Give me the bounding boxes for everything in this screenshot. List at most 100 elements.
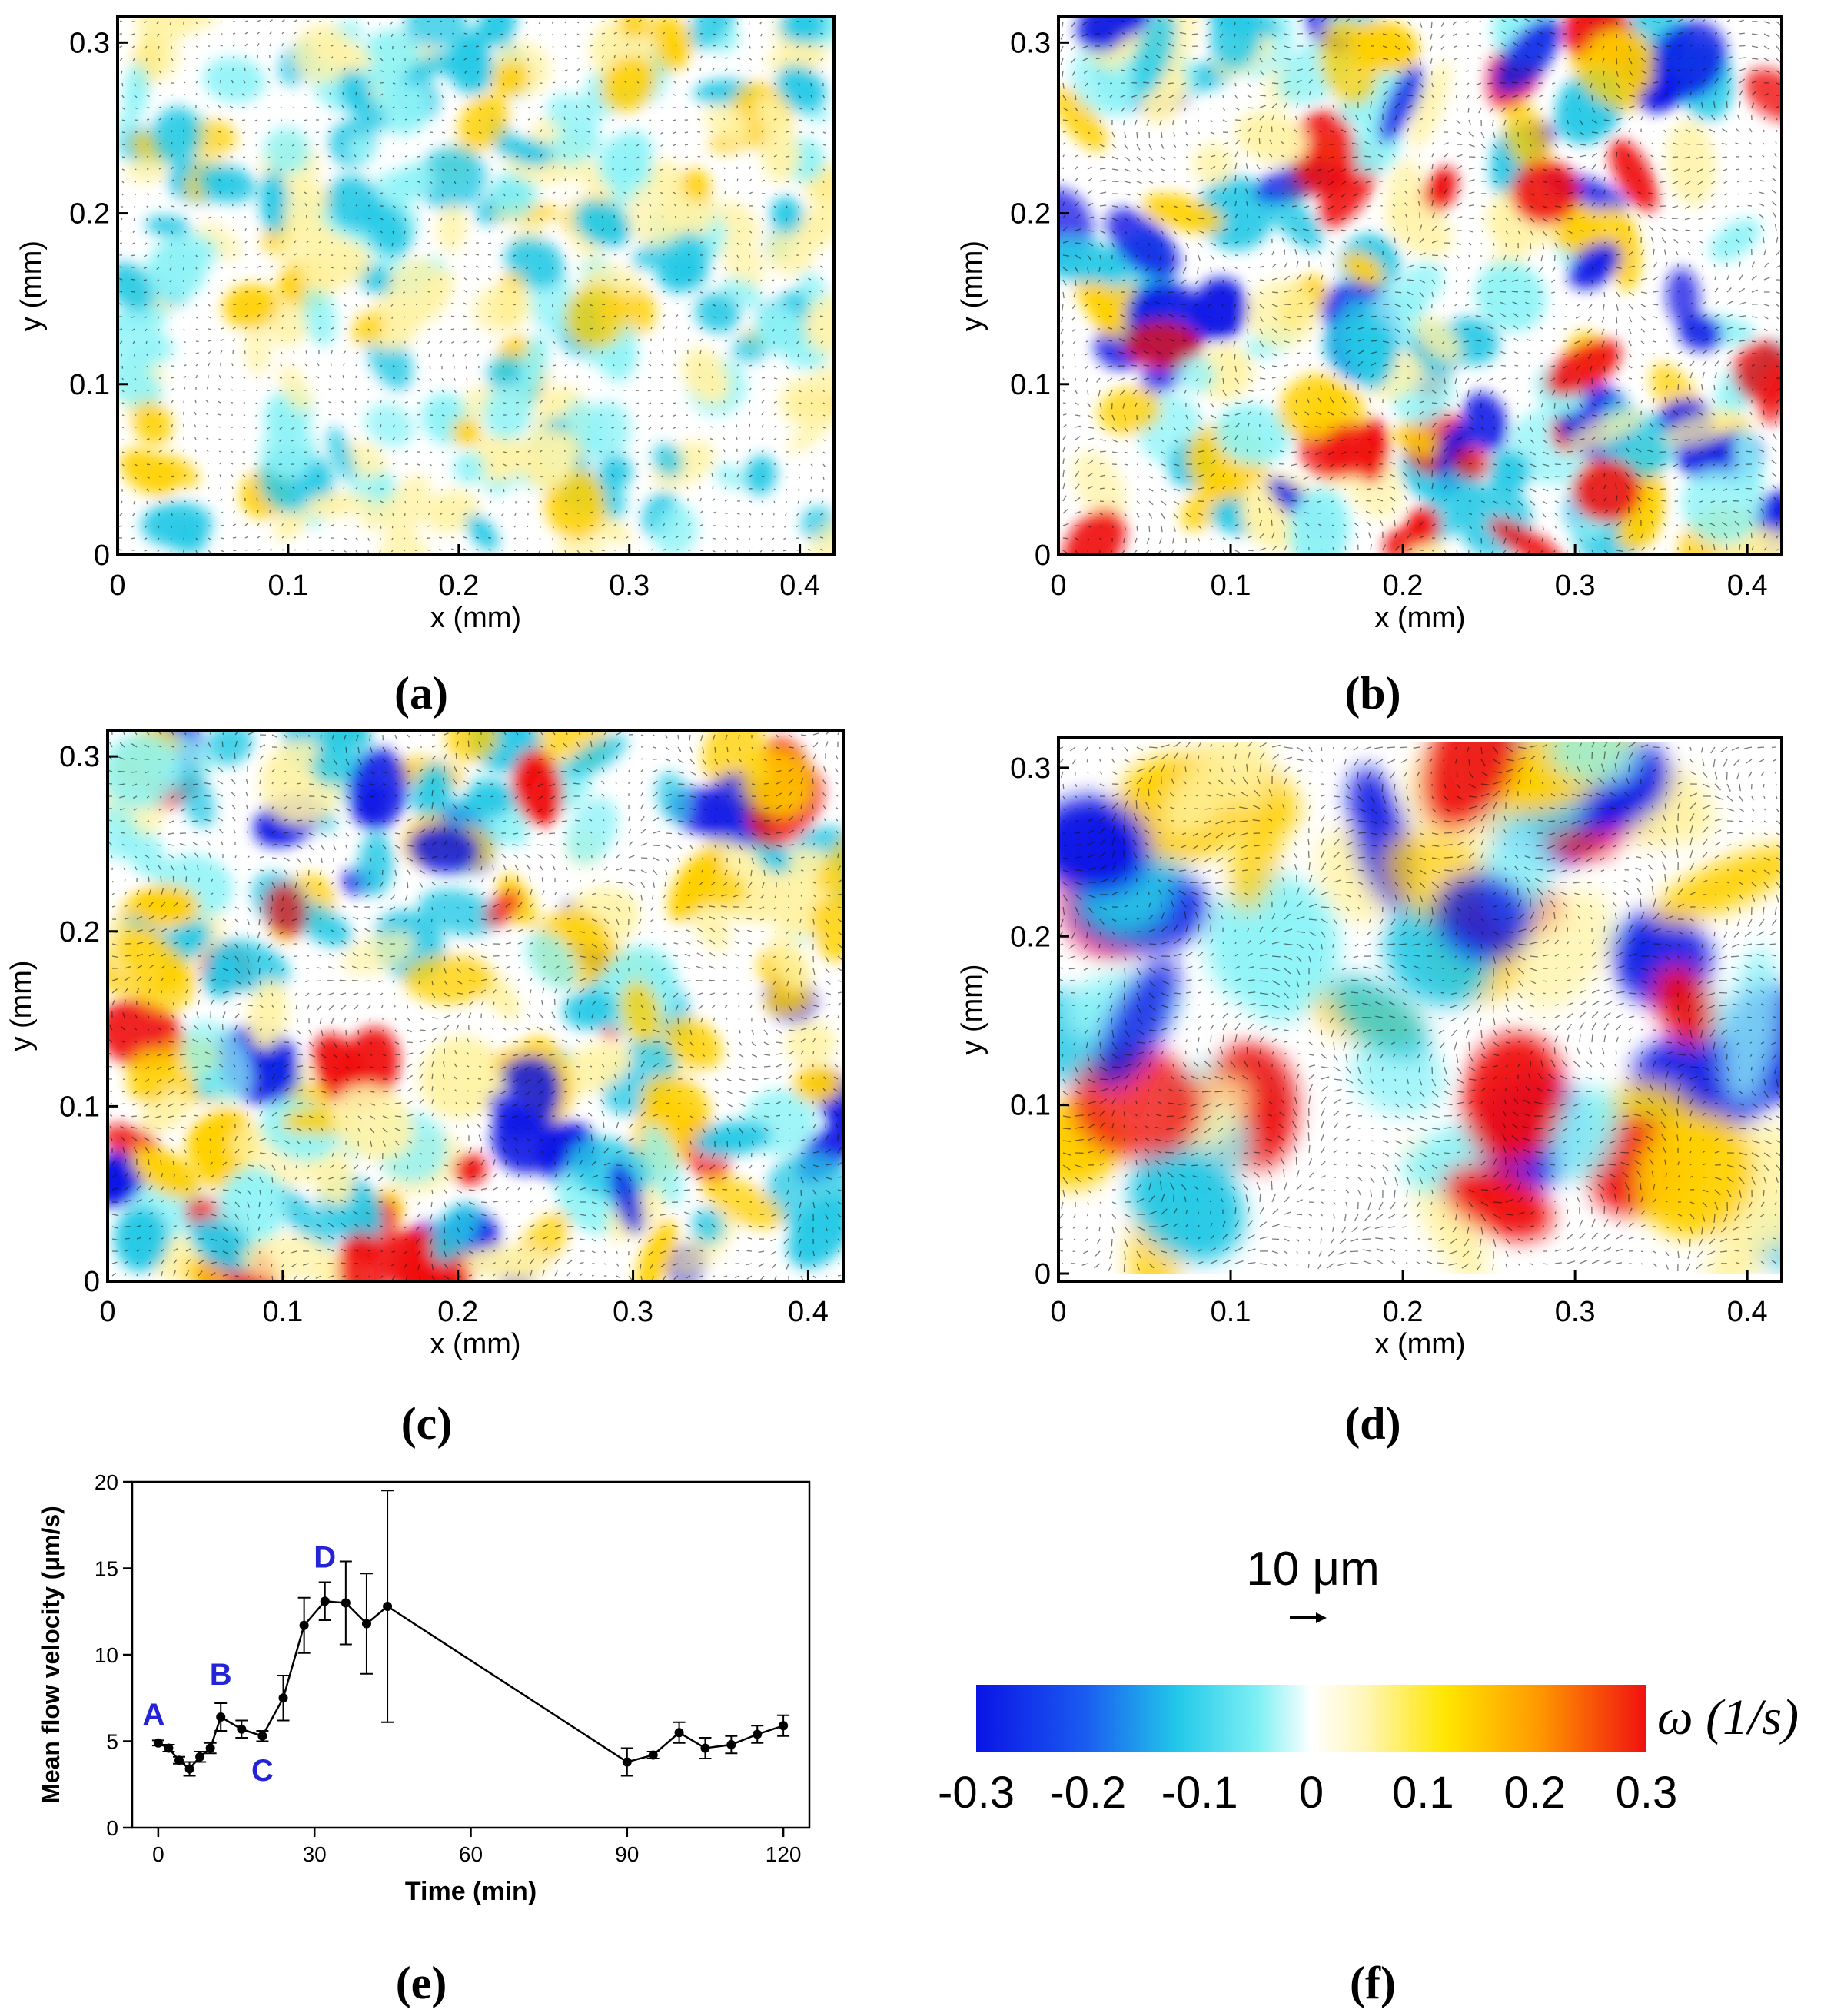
vorticity-patch <box>1422 167 1457 215</box>
data-point <box>205 1743 215 1753</box>
vorticity-patch <box>525 932 579 991</box>
vorticity-patch <box>408 824 480 874</box>
colorbar-tick-label: -0.1 <box>1161 1768 1238 1818</box>
vorticity-patch <box>1230 798 1283 912</box>
y-tick-label: 0 <box>106 1816 118 1840</box>
vorticity-patch <box>1097 387 1161 435</box>
vorticity-patch <box>792 1066 842 1102</box>
vorticity-blobs <box>118 17 834 555</box>
y-axis-label: y (mm) <box>956 241 988 331</box>
vorticity-patch <box>1378 64 1424 144</box>
legend-panel: 10 μm ω (1/s) -0.3 -0.2 -0.1 0 0.1 0.2 0.3 <box>938 1543 1799 1818</box>
vorticity-patch <box>1384 528 1414 555</box>
vorticity-patch <box>1733 340 1782 406</box>
vorticity-patch <box>682 347 730 405</box>
vorticity-patch <box>489 170 538 219</box>
vorticity-patch <box>1503 104 1551 172</box>
vorticity-patch <box>208 939 290 994</box>
vorticity-patch <box>1058 797 1151 895</box>
vorticity-patch <box>182 1258 231 1281</box>
data-point <box>299 1620 309 1630</box>
colorbar-tick-label: 0.1 <box>1392 1768 1454 1818</box>
y-tick-label: 0.2 <box>1010 921 1051 953</box>
vorticity-patch <box>694 1121 772 1157</box>
vorticity-patch <box>600 55 657 112</box>
vorticity-patch <box>108 734 181 809</box>
data-point <box>320 1596 330 1606</box>
x-tick-label: 0.1 <box>262 1296 303 1328</box>
vorticity-patch <box>304 493 364 518</box>
vorticity-patch <box>1394 261 1444 311</box>
vorticity-patch <box>445 730 499 762</box>
vorticity-patch <box>742 748 811 816</box>
vorticity-patch <box>357 783 388 823</box>
vorticity-patch <box>478 17 517 46</box>
vorticity-patch <box>1193 277 1248 341</box>
chart-frame <box>131 1480 811 1829</box>
vorticity-patch <box>1414 315 1462 363</box>
vorticity-patch <box>776 65 826 111</box>
data-point <box>700 1743 710 1753</box>
data-point <box>674 1728 684 1738</box>
vorticity-patch <box>1072 450 1127 521</box>
point-annotation-b: B <box>210 1658 232 1692</box>
vorticity-patch <box>108 1150 145 1207</box>
velocity-time-chart: 0 30 60 90 120 0 5 10 15 20 Time (min) Mean flow ve… <box>37 1470 811 1906</box>
data-point <box>361 1619 371 1629</box>
vorticity-patch <box>135 26 180 79</box>
vorticity-patch <box>338 1232 388 1281</box>
vorticity-field-b <box>1058 17 1782 555</box>
vorticity-patch <box>153 17 218 33</box>
colorbar-tick-label: -0.2 <box>1049 1768 1126 1818</box>
vorticity-patch <box>108 999 184 1069</box>
axes-layer: 0 0.1 0.2 0.3 0.400.10.20.3x (mm)y (mm) 0 0.1 0… <box>5 15 1783 1906</box>
vorticity-patch <box>327 427 354 480</box>
vorticity-patch <box>131 400 173 445</box>
vorticity-patch <box>387 258 447 317</box>
vorticity-patch <box>403 51 450 85</box>
vorticity-patch <box>1494 17 1562 95</box>
colorbar <box>976 1685 1646 1752</box>
vorticity-patch <box>1463 392 1508 452</box>
colorbar-title: ω (1/s) <box>1657 1689 1799 1745</box>
vorticity-patch <box>1663 410 1742 447</box>
panel-label-e: (e) <box>396 1958 447 2008</box>
vorticity-patch <box>719 201 760 243</box>
y-tick-label: 10 <box>95 1643 118 1667</box>
plot-frame <box>1057 15 1783 556</box>
vorticity-patch <box>757 97 792 140</box>
vorticity-patch <box>1547 742 1640 785</box>
vorticity-patch <box>267 302 309 347</box>
field-axes-b: 0 0.1 0.2 0.3 0.4 0 0.1 0.2 0.3 x (mm) y (mm) <box>956 15 1783 634</box>
vorticity-patch <box>1510 159 1579 225</box>
vorticity-patch <box>504 138 554 166</box>
y-tick-label: 0.3 <box>1010 752 1051 785</box>
vorticity-patch <box>472 433 526 483</box>
vorticity-patch <box>565 283 628 350</box>
vorticity-patch <box>1405 506 1440 546</box>
data-point <box>648 1750 658 1760</box>
colorbar-tick-label: 0.2 <box>1503 1768 1566 1818</box>
vorticity-patch <box>133 884 200 928</box>
vorticity-patch <box>546 94 600 138</box>
vorticity-patch <box>241 1234 332 1281</box>
vorticity-patch <box>332 1084 414 1161</box>
vorticity-patch <box>544 469 606 540</box>
x-tick-label: 0 <box>99 1296 115 1328</box>
vorticity-patch <box>788 404 834 454</box>
vorticity-patch <box>166 523 207 554</box>
vorticity-field-c <box>108 730 843 1281</box>
vorticity-field-d <box>1058 742 1782 1274</box>
vorticity-patch <box>1247 279 1318 348</box>
x-tick-label: 0.2 <box>1383 570 1424 602</box>
y-tick-label: 0.1 <box>69 369 110 401</box>
data-point <box>164 1743 174 1753</box>
vorticity-patch <box>761 126 800 182</box>
y-tick-label: 0 <box>84 1266 100 1298</box>
vorticity-patch <box>1129 1144 1244 1262</box>
x-tick-label: 0.4 <box>788 1296 829 1328</box>
field-axes-c: 0 0.1 0.2 0.3 0.4 0 0.1 0.2 0.3 x (mm) y (mm) <box>5 729 845 1360</box>
vorticity-patch <box>430 1202 480 1264</box>
vorticity-patch <box>145 215 191 237</box>
vorticity-patch <box>1087 282 1127 337</box>
